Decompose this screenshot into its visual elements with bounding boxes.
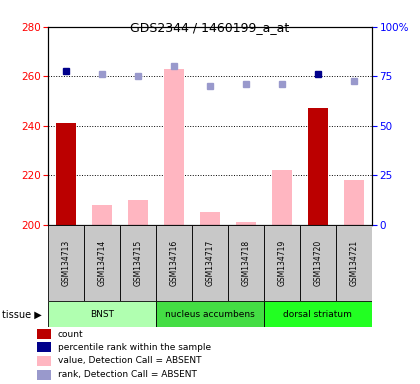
Bar bbox=[92, 205, 112, 225]
Text: tissue ▶: tissue ▶ bbox=[2, 309, 42, 319]
Bar bbox=[128, 200, 148, 225]
Text: GSM134721: GSM134721 bbox=[349, 240, 358, 286]
Bar bbox=[300, 225, 336, 301]
Text: GSM134720: GSM134720 bbox=[313, 240, 322, 286]
Text: nucleus accumbens: nucleus accumbens bbox=[165, 310, 255, 319]
Bar bbox=[336, 225, 372, 301]
Bar bbox=[236, 222, 256, 225]
Bar bbox=[120, 225, 156, 301]
Bar bbox=[37, 356, 51, 366]
Text: BNST: BNST bbox=[90, 310, 114, 319]
Bar bbox=[308, 108, 328, 225]
Bar bbox=[37, 329, 51, 339]
Bar bbox=[48, 225, 84, 301]
Text: value, Detection Call = ABSENT: value, Detection Call = ABSENT bbox=[58, 356, 201, 365]
Text: rank, Detection Call = ABSENT: rank, Detection Call = ABSENT bbox=[58, 370, 197, 379]
Text: GSM134719: GSM134719 bbox=[277, 240, 286, 286]
Text: GSM134713: GSM134713 bbox=[62, 240, 71, 286]
Text: GSM134715: GSM134715 bbox=[134, 240, 143, 286]
Text: GSM134718: GSM134718 bbox=[241, 240, 250, 286]
Text: GDS2344 / 1460199_a_at: GDS2344 / 1460199_a_at bbox=[130, 21, 290, 34]
Bar bbox=[84, 225, 120, 301]
Bar bbox=[200, 212, 220, 225]
Bar bbox=[264, 225, 300, 301]
Bar bbox=[344, 180, 364, 225]
Text: count: count bbox=[58, 330, 83, 339]
Bar bbox=[192, 225, 228, 301]
Text: percentile rank within the sample: percentile rank within the sample bbox=[58, 343, 211, 352]
Text: GSM134717: GSM134717 bbox=[205, 240, 215, 286]
Bar bbox=[264, 301, 372, 327]
Text: GSM134714: GSM134714 bbox=[98, 240, 107, 286]
Text: GSM134716: GSM134716 bbox=[170, 240, 178, 286]
Bar bbox=[56, 123, 76, 225]
Bar bbox=[37, 369, 51, 379]
Bar bbox=[37, 342, 51, 352]
Text: dorsal striatum: dorsal striatum bbox=[284, 310, 352, 319]
Bar bbox=[156, 301, 264, 327]
Bar bbox=[48, 301, 156, 327]
Bar bbox=[228, 225, 264, 301]
Bar bbox=[164, 69, 184, 225]
Bar bbox=[272, 170, 292, 225]
Bar bbox=[156, 225, 192, 301]
